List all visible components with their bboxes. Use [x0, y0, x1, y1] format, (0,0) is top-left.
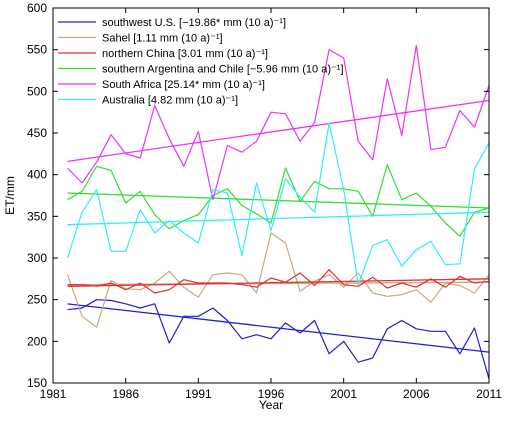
series-line-6 — [66, 122, 490, 286]
legend: southwest U.S. [−19.86* mm (10 a)⁻¹] Sahe… — [58, 17, 344, 107]
plot-area — [66, 44, 490, 379]
y-tick-label: 600 — [27, 1, 47, 15]
x-tick-label: 1981 — [40, 387, 67, 401]
series-line-5 — [67, 44, 490, 201]
y-tick-label: 450 — [27, 126, 47, 140]
y-tick-label: 200 — [27, 334, 47, 348]
y-tick-label: 300 — [27, 251, 47, 265]
axes: 1981 1986 1991 1996 2001 2006 2011 150 200 250 300… — [27, 1, 502, 401]
legend-label: South Africa [25.14* mm (10 a)⁻¹] — [102, 79, 265, 91]
x-tick-label: 1986 — [112, 387, 139, 401]
x-axis-title: Year — [259, 398, 283, 412]
y-axis-title: ET/mm — [3, 176, 17, 215]
trend-line-3 — [67, 278, 490, 287]
trend-line-5 — [67, 99, 490, 162]
legend-label: Sahel [1.11 mm (10 a)⁻¹] — [102, 33, 223, 45]
x-tick-label: 1996 — [258, 387, 285, 401]
y-tick-label: 350 — [27, 209, 47, 223]
x-tick-label: 2006 — [403, 387, 430, 401]
x-tick-label: 2001 — [330, 387, 357, 401]
y-tick-label: 150 — [27, 376, 47, 390]
trend-line-1 — [67, 303, 490, 353]
series-line-2 — [66, 232, 490, 328]
y-tick-label: 550 — [27, 43, 47, 57]
legend-label: northern China [3.01 mm (10 a)⁻¹] — [102, 48, 268, 60]
x-tick-label: 1991 — [185, 387, 212, 401]
x-tick-label: 2011 — [476, 387, 502, 401]
series-line-1 — [67, 299, 490, 379]
y-tick-label: 500 — [27, 84, 47, 98]
trend-line-6 — [67, 211, 490, 226]
series-line-3 — [67, 269, 490, 294]
series-line-4 — [67, 164, 490, 237]
y-tick-label: 250 — [27, 293, 47, 307]
legend-label: southern Argentina and Chile [−5.96 mm (… — [102, 64, 344, 76]
trend-line-4 — [67, 192, 490, 209]
y-tick-label: 400 — [27, 168, 47, 182]
legend-label: Australia [4.82 mm (10 a)⁻¹] — [102, 95, 238, 107]
legend-label: southwest U.S. [−19.86* mm (10 a)⁻¹] — [102, 17, 286, 29]
